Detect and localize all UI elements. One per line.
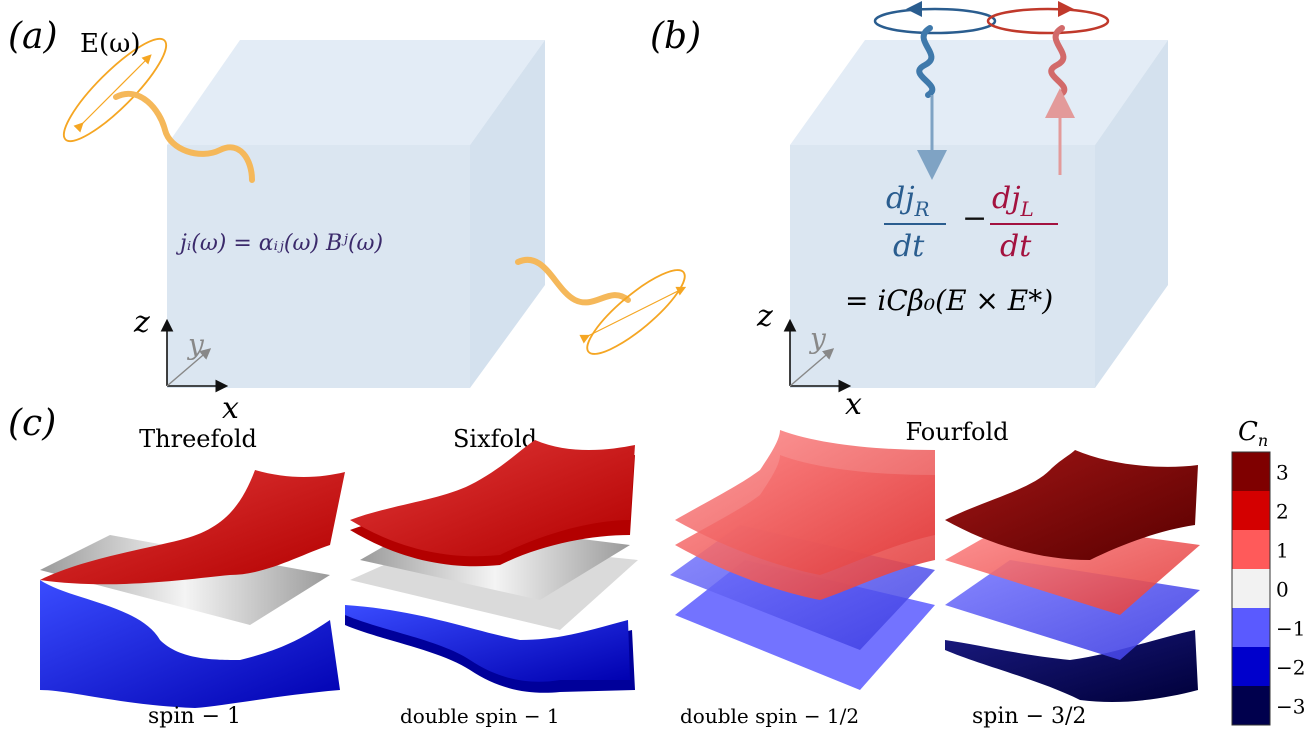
caption-spin-three-half: spin − 3/2 xyxy=(972,704,1086,729)
panel-a-cube xyxy=(167,40,545,388)
colorbar-swatches xyxy=(1231,451,1271,726)
rhs-equation: = iCβ₀(E × E*) xyxy=(845,284,1053,317)
group-title-sixfold: Sixfold xyxy=(453,425,537,453)
numerator-r: dj xyxy=(886,181,915,216)
group-title-threefold: Threefold xyxy=(139,425,257,453)
panel-b: (b) djR dt − djL xyxy=(650,1,1168,422)
colorbar: Cn 3 2 1 0 −1 −2 −3 xyxy=(1231,417,1305,726)
colorbar-swatch xyxy=(1232,647,1270,686)
panel-b-cube xyxy=(790,40,1168,388)
caption-double-spin-half: double spin − 1/2 xyxy=(680,704,859,728)
fraction-r: djR dt xyxy=(884,181,946,264)
axis-z-label-b: z xyxy=(756,299,773,334)
right-photon xyxy=(916,25,936,98)
colorbar-swatch xyxy=(1232,530,1270,569)
panel-a-label: (a) xyxy=(8,16,58,57)
axis-y-label-b: y xyxy=(808,322,827,355)
colorbar-swatch xyxy=(1232,452,1270,491)
colorbar-label: 3 xyxy=(1276,461,1289,485)
colorbar-label: 1 xyxy=(1276,539,1289,563)
denominator-l: dt xyxy=(1000,229,1032,264)
colorbar-label: −2 xyxy=(1276,656,1305,680)
colorbar-frame xyxy=(1231,451,1271,726)
panel-c: (c) Threefold Sixfold Fourfold xyxy=(8,403,1305,729)
axis-x-label: x xyxy=(222,391,239,426)
axis-y-label: y xyxy=(186,328,205,361)
panel-b-label: (b) xyxy=(650,16,701,57)
colorbar-label: 2 xyxy=(1276,500,1289,524)
panel-b-axes: z x y xyxy=(756,299,862,422)
panel-a: (a) E(ω) jᵢ(ω) = αᵢⱼ(ω) Bʲ(ω) z xyxy=(8,16,687,426)
svg-text:djR: djR xyxy=(886,181,930,221)
svg-text:djL: djL xyxy=(992,181,1034,221)
outgoing-wave xyxy=(515,256,687,355)
numerator-l: dj xyxy=(992,181,1021,216)
colorbar-title-sub: n xyxy=(1258,431,1268,450)
group-title-fourfold: Fourfold xyxy=(905,418,1008,446)
panel-c-label: (c) xyxy=(8,403,56,444)
colorbar-label: −3 xyxy=(1276,695,1305,719)
colorbar-swatch xyxy=(1232,491,1270,530)
colorbar-swatch xyxy=(1232,569,1270,608)
left-photon xyxy=(1048,25,1068,98)
svg-text:Cn: Cn xyxy=(1238,417,1268,450)
colorbar-swatch xyxy=(1232,608,1270,647)
colorbar-label: −1 xyxy=(1276,617,1305,641)
sub-r: R xyxy=(914,197,930,221)
surface-spin-three-half xyxy=(945,450,1200,702)
colorbar-title: C xyxy=(1238,417,1258,447)
minus-sign: − xyxy=(962,201,987,236)
polarization-rings xyxy=(873,1,1110,35)
colorbar-labels: 3 2 1 0 −1 −2 −3 xyxy=(1276,461,1305,719)
sub-l: L xyxy=(1020,197,1034,221)
caption-double-spin-1: double spin − 1 xyxy=(400,704,560,728)
caption-spin-1: spin − 1 xyxy=(148,704,241,729)
colorbar-label: 0 xyxy=(1276,578,1289,602)
surface-double-spin-half xyxy=(670,430,935,690)
denominator-r: dt xyxy=(893,229,925,264)
axis-x-label-b: x xyxy=(845,387,862,422)
field-label: E(ω) xyxy=(80,29,140,59)
panel-a-axes: z x y xyxy=(133,305,239,426)
surface-threefold xyxy=(40,470,345,708)
surface-sixfold xyxy=(345,440,638,693)
axis-z-label: z xyxy=(133,305,150,340)
incoming-wave xyxy=(62,37,255,183)
fraction-l: djL dt xyxy=(990,181,1058,264)
colorbar-swatch xyxy=(1232,686,1270,725)
response-equation: jᵢ(ω) = αᵢⱼ(ω) Bʲ(ω) xyxy=(175,231,383,256)
